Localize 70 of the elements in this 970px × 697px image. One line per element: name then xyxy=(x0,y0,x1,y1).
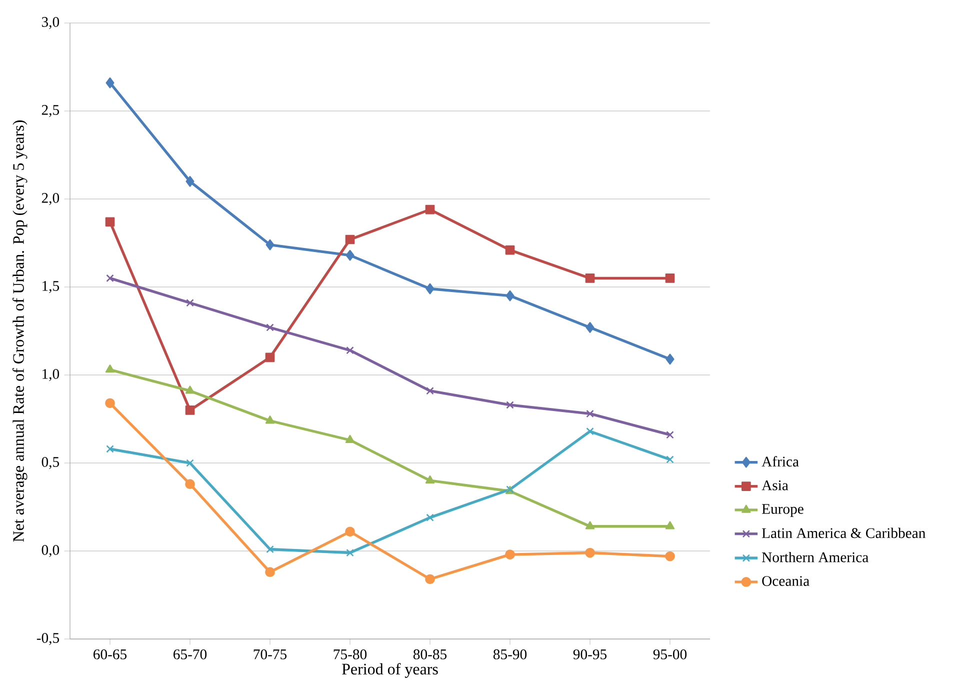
legend-label: Northern America xyxy=(762,552,868,562)
point xyxy=(346,250,354,261)
x-tick-label: 95-00 xyxy=(653,649,687,660)
point xyxy=(585,521,595,530)
x-tick-label: 65-70 xyxy=(174,649,207,660)
legend-label: Asia xyxy=(762,480,788,490)
point xyxy=(586,322,594,333)
y-tick-label: 1,0 xyxy=(42,369,60,382)
point xyxy=(186,298,194,307)
point xyxy=(506,401,514,409)
point xyxy=(105,364,115,373)
point xyxy=(105,398,115,408)
point xyxy=(425,574,435,584)
y-tick-label: 1,5 xyxy=(42,281,60,293)
point xyxy=(186,459,194,467)
point xyxy=(106,445,114,453)
point xyxy=(265,352,275,362)
point xyxy=(666,456,674,464)
x-tick-label: 80-85 xyxy=(413,649,447,660)
y-tick-label: 2,0 xyxy=(42,193,60,206)
y-tick-label: 2,5 xyxy=(42,105,60,117)
point xyxy=(185,479,195,490)
point xyxy=(425,475,435,484)
x-tick-label: 60-65 xyxy=(94,649,127,660)
point xyxy=(266,324,274,332)
y-tick-label: -0,5 xyxy=(36,633,60,646)
point xyxy=(265,416,275,424)
y-tick-label: 0,0 xyxy=(42,545,60,558)
x-tick-label: 70-75 xyxy=(254,649,287,660)
point xyxy=(106,274,114,282)
point xyxy=(185,386,195,394)
point xyxy=(105,217,115,227)
point xyxy=(585,548,595,558)
point xyxy=(345,234,355,244)
point xyxy=(345,434,355,444)
y-tick-label: 3,0 xyxy=(42,17,60,30)
point xyxy=(426,386,434,395)
legend-label: Europe xyxy=(762,504,804,517)
point xyxy=(505,550,515,560)
point xyxy=(505,245,515,255)
point xyxy=(426,283,434,294)
point xyxy=(665,551,675,562)
point xyxy=(586,427,594,436)
point xyxy=(185,406,195,415)
x-tick-label: 75-80 xyxy=(334,649,367,660)
point xyxy=(425,204,435,214)
point xyxy=(666,430,674,439)
x-tick-label: 85-90 xyxy=(493,649,527,660)
legend-label: Oceania xyxy=(762,576,810,586)
point xyxy=(345,526,355,537)
point xyxy=(346,548,354,557)
point xyxy=(506,290,514,302)
point xyxy=(266,239,274,250)
point xyxy=(665,521,675,530)
y-axis-title: Net average annual Rate of Growth of Urban. Pop (every 5 years) xyxy=(12,120,28,542)
point xyxy=(666,354,674,365)
point xyxy=(426,514,434,522)
legend-label: Africa xyxy=(762,456,799,467)
y-tick-label: 0,5 xyxy=(42,457,60,470)
point xyxy=(585,274,595,283)
point xyxy=(265,567,275,578)
point xyxy=(346,346,354,354)
point xyxy=(266,545,274,554)
x-tick-label: 90-95 xyxy=(573,649,607,660)
point xyxy=(665,274,675,283)
point xyxy=(586,410,594,418)
x-axis-title: Period of years xyxy=(342,663,438,678)
point xyxy=(186,176,194,187)
point xyxy=(106,77,114,88)
legend-label: Latin America & Caribbean xyxy=(762,528,926,538)
